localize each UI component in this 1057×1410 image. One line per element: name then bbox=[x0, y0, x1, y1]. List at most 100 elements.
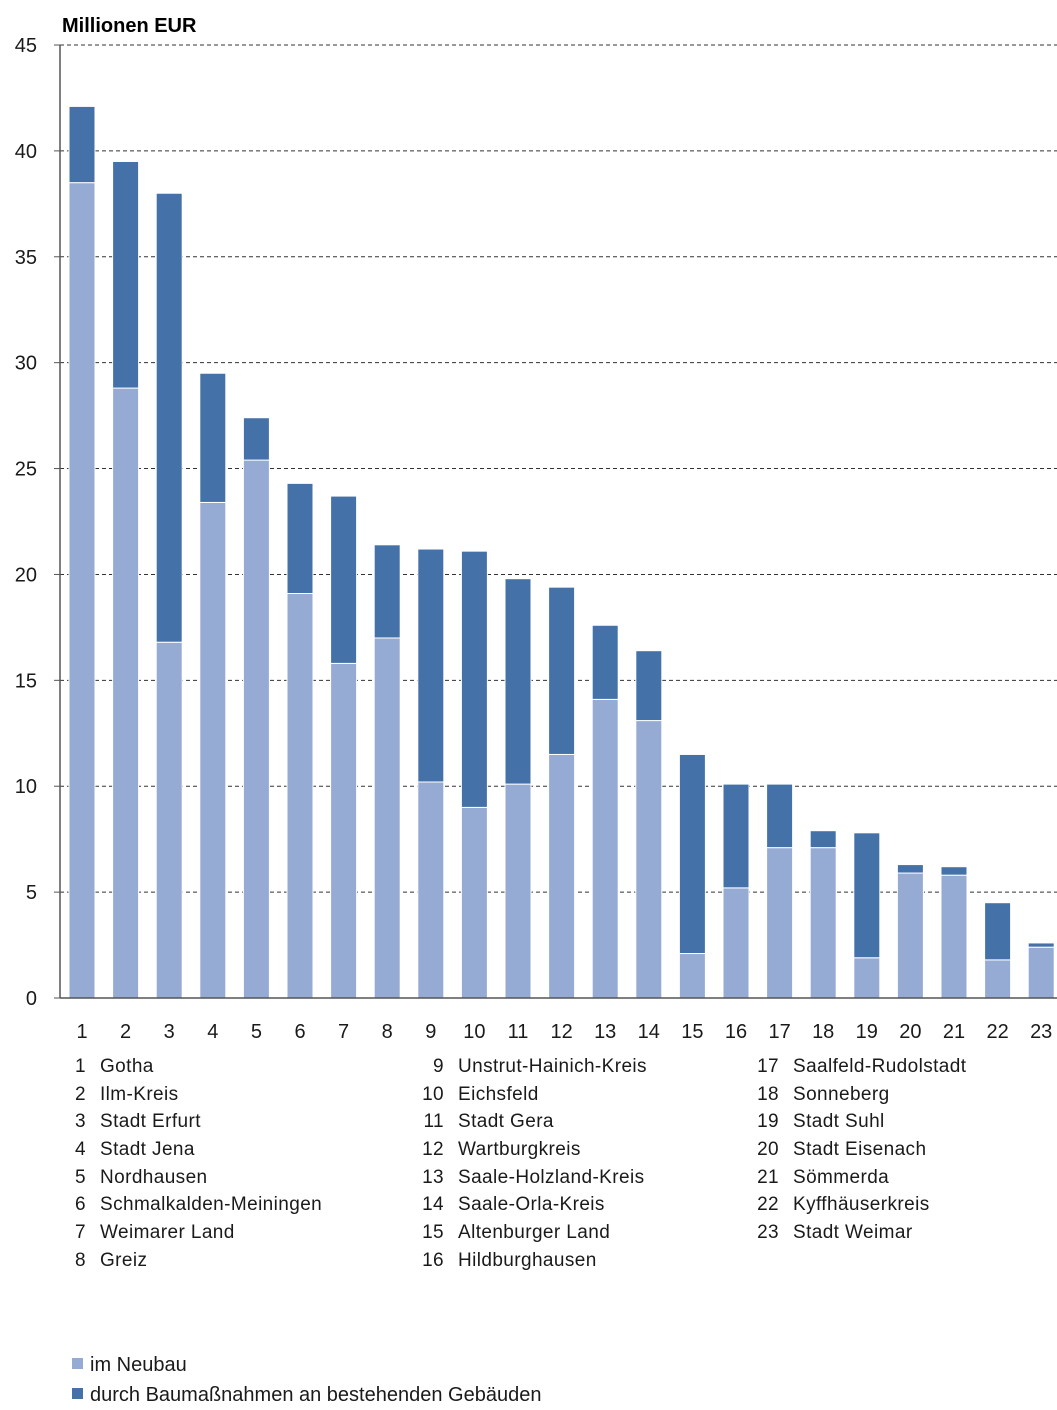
bar-neubau bbox=[635, 720, 663, 999]
key-number: 12 bbox=[422, 1139, 444, 1161]
x-tick-label: 2 bbox=[120, 1021, 131, 1043]
bar-bestand bbox=[242, 417, 270, 461]
key-number: 14 bbox=[422, 1194, 444, 1216]
bar-neubau bbox=[286, 593, 314, 999]
key-name: Stadt Weimar bbox=[793, 1222, 913, 1244]
legend-swatch-neubau bbox=[72, 1358, 83, 1370]
bar-neubau bbox=[809, 847, 837, 999]
key-row: 12 Wartburgkreis bbox=[420, 1136, 647, 1164]
y-tick-label: 5 bbox=[26, 882, 37, 904]
key-number: 21 bbox=[757, 1166, 779, 1188]
x-axis-ticks: 1 2 3 4 5 6 7 8 9 10 11 12 13 14 15 16 17 18 19 20 21 22 23 bbox=[76, 1021, 1052, 1043]
key-name: Greiz bbox=[100, 1249, 148, 1271]
key-number: 18 bbox=[757, 1083, 779, 1105]
key-column-1: 1 Gotha 2 Ilm-Kreis 3 Stadt Erfurt 4 Stadt J… bbox=[62, 1053, 322, 1275]
bar-neubau bbox=[853, 957, 881, 999]
bar-neubau bbox=[548, 753, 576, 999]
bar-neubau bbox=[722, 887, 750, 999]
x-tick-label: 7 bbox=[338, 1021, 349, 1043]
y-tick-label: 30 bbox=[15, 353, 37, 375]
x-tick-label: 22 bbox=[986, 1021, 1008, 1043]
key-row: 19 Stadt Suhl bbox=[755, 1108, 966, 1136]
bar-bestand bbox=[548, 586, 576, 755]
bar-bestand bbox=[373, 544, 401, 639]
key-row: 7 Weimarer Land bbox=[62, 1219, 322, 1247]
x-tick-label: 8 bbox=[382, 1021, 393, 1043]
key-row: 17 Saalfeld-Rudolstadt bbox=[755, 1053, 966, 1081]
key-name: Gotha bbox=[100, 1056, 154, 1077]
bar-neubau bbox=[984, 959, 1012, 999]
bar-neubau bbox=[504, 783, 532, 999]
bar-neubau bbox=[766, 847, 794, 999]
key-number: 1 bbox=[75, 1056, 86, 1077]
x-tick-label: 1 bbox=[76, 1021, 87, 1043]
x-tick-label: 10 bbox=[463, 1021, 485, 1043]
x-tick-label: 15 bbox=[681, 1021, 703, 1043]
key-number: 17 bbox=[757, 1056, 779, 1077]
bar-bestand bbox=[199, 372, 227, 503]
x-tick-label: 3 bbox=[164, 1021, 175, 1043]
y-tick-label: 15 bbox=[15, 670, 37, 692]
y-tick-label: 35 bbox=[15, 247, 37, 269]
key-row: 11 Stadt Gera bbox=[420, 1108, 647, 1136]
key-row: 21 Sömmerda bbox=[755, 1164, 966, 1192]
key-row: 23 Stadt Weimar bbox=[755, 1219, 966, 1247]
key-name: Sömmerda bbox=[793, 1166, 890, 1188]
bar-neubau bbox=[1027, 946, 1055, 999]
key-name: Unstrut-Hainich-Kreis bbox=[458, 1056, 647, 1077]
key-number: 23 bbox=[757, 1222, 779, 1244]
bar-neubau bbox=[199, 501, 227, 999]
key-row: 16 Hildburghausen bbox=[420, 1247, 647, 1275]
key-row: 22 Kyffhäuserkreis bbox=[755, 1191, 966, 1219]
key-name: Stadt Gera bbox=[458, 1111, 554, 1133]
legend: im Neubau durch Baumaßnahmen an bestehen… bbox=[72, 1350, 541, 1410]
key-number: 4 bbox=[75, 1139, 86, 1161]
bar-bestand bbox=[940, 866, 968, 876]
x-tick-label: 4 bbox=[207, 1021, 218, 1043]
key-number: 2 bbox=[75, 1083, 86, 1105]
key-name: Stadt Erfurt bbox=[100, 1111, 201, 1133]
bar-bestand bbox=[809, 830, 837, 849]
key-name: Stadt Eisenach bbox=[793, 1139, 927, 1161]
key-number: 11 bbox=[423, 1111, 444, 1133]
key-number: 8 bbox=[75, 1249, 86, 1271]
x-tick-label: 18 bbox=[812, 1021, 834, 1043]
bar-bestand bbox=[766, 783, 794, 849]
bar-neubau bbox=[940, 874, 968, 999]
x-tick-label: 19 bbox=[856, 1021, 878, 1043]
key-row: 18 Sonneberg bbox=[755, 1081, 966, 1109]
x-tick-label: 9 bbox=[425, 1021, 436, 1043]
bar-neubau bbox=[68, 182, 96, 999]
x-tick-label: 14 bbox=[638, 1021, 660, 1043]
bar-bestand bbox=[1027, 942, 1055, 948]
key-row: 14 Saale-Orla-Kreis bbox=[420, 1191, 647, 1219]
bar-neubau bbox=[460, 806, 488, 999]
bar-bestand bbox=[722, 783, 750, 889]
key-name: Nordhausen bbox=[100, 1166, 208, 1188]
bar-neubau bbox=[373, 637, 401, 999]
key-number: 9 bbox=[433, 1056, 444, 1077]
key-number: 7 bbox=[75, 1222, 86, 1244]
bar-bestand bbox=[330, 495, 358, 664]
y-axis-unit-label: Millionen EUR bbox=[62, 15, 197, 37]
x-tick-label: 6 bbox=[294, 1021, 305, 1043]
bar-neubau bbox=[242, 459, 270, 999]
y-tick-label: 10 bbox=[15, 776, 37, 798]
bar-bestand bbox=[591, 624, 619, 700]
bar-bestand bbox=[896, 864, 924, 874]
key-name: Eichsfeld bbox=[458, 1083, 539, 1105]
key-number: 3 bbox=[75, 1111, 86, 1133]
key-number: 10 bbox=[422, 1083, 444, 1105]
bar-neubau bbox=[896, 872, 924, 999]
key-row: 15 Altenburger Land bbox=[420, 1219, 647, 1247]
key-name: Kyffhäuserkreis bbox=[793, 1194, 930, 1216]
bar-bestand bbox=[984, 902, 1012, 961]
key-name: Sonneberg bbox=[793, 1083, 890, 1105]
key-name: Ilm-Kreis bbox=[100, 1083, 179, 1105]
x-tick-label: 20 bbox=[899, 1021, 921, 1043]
key-name: Stadt Suhl bbox=[793, 1111, 885, 1133]
legend-swatch-bestand bbox=[72, 1388, 83, 1400]
bar-bestand bbox=[286, 482, 314, 595]
bar-bestand bbox=[678, 753, 706, 955]
bar-bestand bbox=[635, 650, 663, 722]
